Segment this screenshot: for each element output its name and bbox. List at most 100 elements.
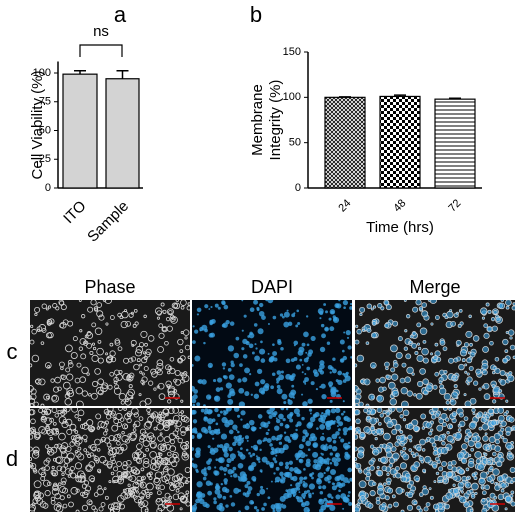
cell bbox=[421, 347, 429, 356]
nucleus bbox=[241, 300, 244, 302]
cell bbox=[497, 408, 505, 414]
nucleus bbox=[226, 457, 232, 464]
cell bbox=[41, 328, 47, 333]
nucleus bbox=[308, 483, 316, 490]
cell bbox=[175, 300, 180, 302]
cell bbox=[456, 451, 465, 460]
cell bbox=[387, 487, 394, 494]
nucleus bbox=[239, 363, 243, 367]
nucleus bbox=[296, 421, 302, 427]
cell bbox=[140, 330, 148, 338]
nucleus bbox=[438, 437, 442, 441]
cell bbox=[467, 461, 475, 468]
nucleus bbox=[368, 394, 375, 400]
cell bbox=[177, 338, 184, 346]
cell bbox=[93, 306, 99, 311]
nucleus bbox=[355, 398, 360, 404]
nucleus bbox=[235, 435, 242, 442]
nucleus bbox=[471, 408, 476, 412]
nucleus bbox=[219, 387, 224, 391]
nucleus bbox=[342, 300, 349, 306]
cell bbox=[41, 416, 45, 420]
nucleus bbox=[238, 387, 245, 394]
nucleus bbox=[306, 343, 310, 347]
cell bbox=[485, 446, 490, 451]
nucleus bbox=[271, 372, 276, 377]
nucleus bbox=[502, 339, 508, 345]
nucleus bbox=[407, 423, 414, 430]
nucleus bbox=[395, 466, 400, 471]
column-label: Merge bbox=[409, 277, 460, 297]
nucleus bbox=[227, 368, 232, 372]
cell bbox=[54, 413, 59, 418]
cell bbox=[458, 495, 467, 504]
nucleus bbox=[420, 414, 426, 419]
cell bbox=[123, 424, 129, 429]
cell bbox=[366, 466, 371, 471]
nucleus bbox=[487, 476, 493, 482]
cell bbox=[355, 457, 358, 462]
nucleus bbox=[260, 390, 266, 395]
nucleus bbox=[401, 387, 408, 394]
cell bbox=[430, 411, 435, 416]
nucleus bbox=[377, 466, 380, 469]
nucleus bbox=[207, 490, 213, 496]
cell bbox=[452, 433, 457, 438]
nucleus bbox=[295, 428, 298, 432]
nucleus bbox=[347, 494, 350, 498]
cell bbox=[387, 408, 396, 413]
cell bbox=[34, 495, 41, 502]
cell bbox=[457, 428, 462, 432]
x-tick-label: 24 bbox=[336, 197, 353, 214]
nucleus bbox=[251, 461, 257, 468]
nucleus bbox=[468, 351, 471, 354]
cell bbox=[159, 484, 165, 491]
cell bbox=[506, 374, 515, 383]
cell bbox=[116, 441, 121, 446]
nucleus bbox=[377, 303, 382, 308]
cell bbox=[386, 420, 394, 429]
cell bbox=[124, 398, 129, 403]
nucleus bbox=[432, 408, 438, 412]
cell bbox=[46, 319, 52, 325]
cell bbox=[164, 340, 169, 346]
cell bbox=[448, 424, 454, 429]
nucleus bbox=[492, 461, 496, 465]
nucleus bbox=[249, 373, 252, 376]
nucleus bbox=[225, 382, 232, 389]
nucleus bbox=[288, 392, 295, 399]
cell bbox=[363, 408, 369, 414]
nucleus bbox=[446, 471, 452, 478]
nucleus bbox=[260, 340, 263, 344]
nucleus bbox=[348, 490, 351, 494]
cell bbox=[81, 390, 89, 397]
nucleus bbox=[301, 393, 304, 396]
nucleus bbox=[346, 417, 351, 423]
nucleus bbox=[392, 390, 399, 397]
nucleus bbox=[468, 440, 475, 447]
cell bbox=[143, 453, 147, 458]
nucleus bbox=[237, 430, 240, 434]
cell bbox=[47, 429, 54, 436]
cell bbox=[148, 476, 153, 480]
nucleus bbox=[207, 445, 211, 449]
cell bbox=[34, 312, 38, 317]
cell bbox=[144, 342, 148, 347]
cell bbox=[112, 454, 116, 458]
cell bbox=[96, 386, 104, 395]
cell bbox=[172, 414, 180, 422]
nucleus bbox=[347, 441, 351, 445]
nucleus bbox=[214, 303, 219, 308]
cell bbox=[381, 443, 388, 449]
cell bbox=[173, 302, 181, 310]
cell bbox=[391, 494, 396, 499]
nucleus bbox=[360, 379, 364, 384]
cell bbox=[112, 480, 116, 484]
nucleus bbox=[194, 503, 197, 506]
nucleus bbox=[285, 461, 290, 466]
nucleus bbox=[248, 419, 255, 426]
nucleus bbox=[396, 408, 403, 412]
nucleus bbox=[499, 457, 504, 462]
nucleus bbox=[203, 472, 208, 477]
nucleus bbox=[336, 457, 341, 462]
